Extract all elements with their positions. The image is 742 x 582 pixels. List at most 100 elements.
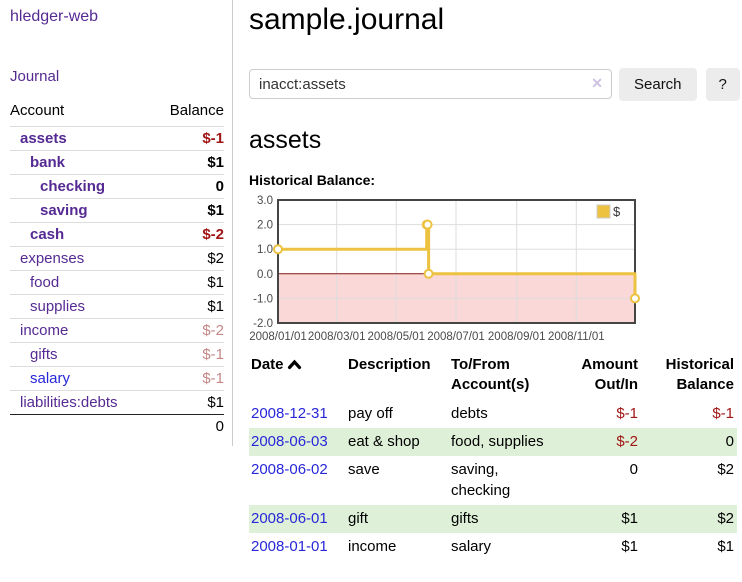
transaction-amount: $1: [621, 510, 638, 527]
transaction-accounts: saving, checking: [451, 460, 511, 500]
account-link[interactable]: income: [20, 322, 69, 339]
transaction-description: income: [348, 537, 397, 555]
account-balance: 0: [215, 178, 224, 195]
svg-text:1.0: 1.0: [257, 244, 273, 256]
transaction-date-link[interactable]: 2008-06-03: [251, 432, 328, 450]
account-link[interactable]: cash: [30, 226, 65, 243]
transaction-amount: $-2: [616, 432, 638, 450]
account-link[interactable]: salary: [30, 370, 71, 387]
transaction-amount: $1: [621, 537, 638, 555]
account-link[interactable]: gifts: [30, 346, 58, 363]
transaction-row: 2008-06-03 eat & shop food, supplies $-2…: [249, 427, 737, 456]
account-link[interactable]: checking: [40, 178, 106, 195]
transaction-balance: $-1: [712, 405, 734, 422]
svg-text:2008/07/01: 2008/07/01: [427, 331, 485, 343]
account-row: checking 0: [10, 174, 224, 199]
transaction-row: 2008-01-01 income salary $1 $1: [249, 533, 737, 561]
transaction-accounts: salary: [451, 537, 492, 555]
account-link[interactable]: liabilities:debts: [20, 394, 118, 411]
transaction-row: 2008-12-31 pay off debts $-1 $-1: [249, 400, 737, 428]
transaction-date-link[interactable]: 2008-06-02: [251, 460, 328, 478]
transaction-description: pay off: [348, 405, 393, 422]
page: hledger-web Journal Account Balance asse…: [0, 0, 742, 561]
accounts-list: assets $-1 bank $1: [10, 126, 224, 415]
sort-ascending-icon: [287, 359, 301, 369]
sidebar: hledger-web Journal Account Balance asse…: [0, 0, 233, 446]
register-header-description: Description: [348, 355, 431, 373]
historical-balance-chart[interactable]: 2008/01/01 2008/03/01 2008/05/01 2008/07/01…: [249, 193, 641, 345]
main-content: sample.journal ✕ Search ? assets Histori…: [233, 0, 742, 561]
register-header-date[interactable]: Date: [249, 352, 346, 401]
search-form: ✕ Search ?: [249, 67, 742, 101]
transaction-amount: 0: [629, 460, 638, 478]
clear-search-icon[interactable]: ✕: [591, 75, 603, 91]
transaction-balance: $2: [717, 460, 734, 478]
account-balance: $1: [207, 154, 224, 171]
accounts-header-balance: Balance: [169, 102, 224, 119]
transaction-row: 2008-06-01 gift gifts $1 $2: [249, 505, 737, 533]
account-balance: $-2: [202, 322, 224, 339]
account-row: cash $-2: [10, 222, 224, 247]
chart-heading: Historical Balance:: [249, 171, 376, 188]
account-balance: $-1: [202, 130, 224, 147]
account-link[interactable]: saving: [40, 202, 88, 219]
account-row: gifts $-1: [10, 342, 224, 367]
account-link[interactable]: food: [30, 274, 60, 291]
account-link[interactable]: assets: [20, 130, 67, 147]
transaction-balance: $1: [717, 537, 734, 555]
transaction-date-link[interactable]: 2008-06-01: [251, 510, 328, 527]
svg-text:$: $: [613, 204, 621, 219]
transaction-description: eat & shop: [348, 432, 420, 450]
account-link[interactable]: expenses: [20, 250, 85, 267]
account-balance: $1: [207, 394, 224, 411]
register-header-amount: Amount Out/In: [581, 355, 638, 393]
account-link[interactable]: bank: [30, 154, 66, 171]
app-title-link[interactable]: hledger-web: [10, 8, 99, 25]
transaction-accounts: debts: [451, 405, 488, 422]
svg-text:-1.0: -1.0: [253, 293, 273, 305]
transaction-balance: $2: [717, 510, 734, 527]
account-row: income $-2: [10, 318, 224, 343]
svg-text:2008/11/01: 2008/11/01: [548, 331, 605, 343]
transaction-description: save: [348, 460, 380, 478]
svg-text:2008/01/01: 2008/01/01: [249, 331, 307, 343]
account-balance: $-1: [202, 346, 224, 363]
svg-text:3.0: 3.0: [257, 195, 273, 207]
transaction-date-link[interactable]: 2008-12-31: [251, 405, 328, 422]
account-row: food $1: [10, 270, 224, 295]
account-row: supplies $1: [10, 294, 224, 319]
help-button[interactable]: ?: [705, 67, 740, 101]
account-balance: $-1: [202, 370, 224, 387]
account-balance: $-2: [202, 226, 224, 243]
search-button[interactable]: Search: [619, 67, 697, 101]
register-header-balance: Historical Balance: [665, 355, 734, 393]
account-row: bank $1: [10, 150, 224, 175]
transaction-balance: 0: [725, 432, 734, 450]
svg-text:0.0: 0.0: [257, 268, 273, 280]
transaction-amount: $-1: [616, 405, 638, 422]
account-row: salary $-1: [10, 366, 224, 391]
accounts-header-row: Account Balance: [10, 98, 224, 127]
account-row: liabilities:debts $1: [10, 390, 224, 415]
svg-text:-2.0: -2.0: [253, 318, 273, 330]
sidebar-item-journal[interactable]: Journal: [10, 68, 60, 85]
transaction-accounts: gifts: [451, 510, 479, 527]
transaction-row: 2008-06-02 save saving, checking 0 $2: [249, 456, 737, 506]
search-input[interactable]: [249, 69, 612, 99]
register-header-accounts: To/From Account(s): [451, 355, 530, 393]
accounts-total-row: 0: [10, 414, 224, 439]
account-row: assets $-1: [10, 126, 224, 151]
register-header-row: Date Description To/From Account(s) Amou…: [249, 352, 737, 401]
account-link[interactable]: supplies: [30, 298, 86, 315]
account-row: saving $1: [10, 198, 224, 223]
svg-text:2008/09/01: 2008/09/01: [488, 331, 546, 343]
transaction-accounts: food, supplies: [451, 432, 544, 450]
account-balance: $1: [207, 202, 224, 219]
register-table: Date Description To/From Account(s) Amou…: [249, 352, 737, 561]
transaction-description: gift: [348, 510, 369, 527]
accounts-header-account: Account: [10, 102, 65, 119]
svg-text:2008/05/01: 2008/05/01: [368, 331, 426, 343]
account-heading: assets: [249, 125, 322, 154]
account-balance: $2: [207, 250, 224, 267]
transaction-date-link[interactable]: 2008-01-01: [251, 537, 328, 555]
